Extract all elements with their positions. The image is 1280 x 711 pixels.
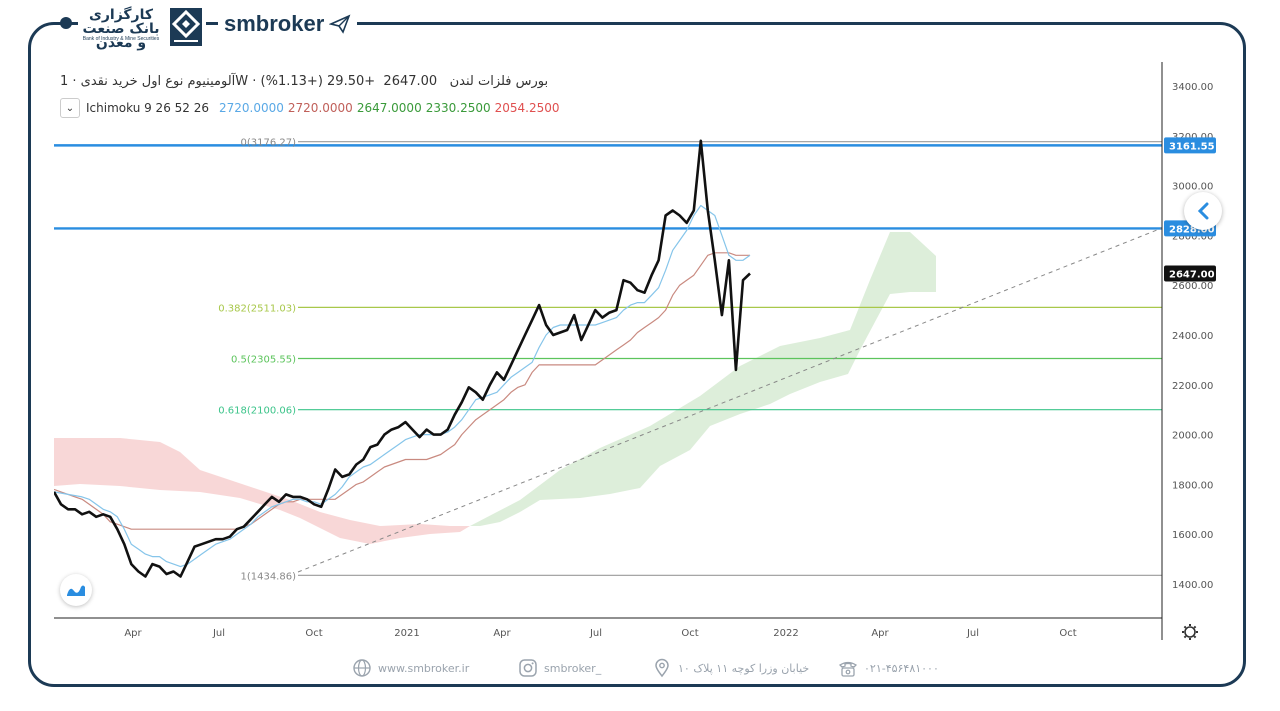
ichimoku-cloud-red <box>54 438 470 544</box>
time-tick-label: Jul <box>589 628 602 639</box>
bank-name: کارگزاری بانک صنعت و معدن <box>82 7 160 51</box>
location-pin-icon <box>655 658 669 678</box>
brand-name: smbroker <box>224 11 325 36</box>
time-tick-label: Apr <box>871 628 889 639</box>
ichimoku-label: Ichimoku 9 26 52 26 <box>86 101 209 115</box>
price-tick-label: 2000.00 <box>1172 431 1213 442</box>
time-tick-label: 2021 <box>394 628 419 639</box>
website-text: www.smbroker.ir <box>378 661 470 675</box>
ichimoku-value-0: 2720.0000 <box>219 101 284 115</box>
scroll-to-realtime-button[interactable] <box>1184 192 1222 230</box>
tradingview-logo-icon[interactable] <box>60 574 92 606</box>
footer-website[interactable]: www.smbroker.ir <box>352 658 469 678</box>
settings-gear-icon[interactable] <box>1182 624 1198 640</box>
footer-address: خیابان وزرا کوچه ۱۱ پلاک ۱۰ <box>652 658 809 678</box>
price-tick-label: 1800.00 <box>1172 480 1213 491</box>
globe-icon <box>353 659 371 677</box>
time-tick-label: Jul <box>212 628 225 639</box>
fib-level-label-4: 1(1434.86) <box>240 571 296 582</box>
ichimoku-value-4: 2054.2500 <box>494 101 560 115</box>
ichimoku-value-1: 2720.0000 <box>287 101 353 115</box>
series-line-kijun[interactable] <box>54 252 750 530</box>
bank-emblem-icon <box>170 8 202 46</box>
price-tick-label: 3400.00 <box>1172 82 1213 93</box>
phone-text: ۰۲۱-۴۵۶۴۸۱۰۰۰ <box>864 661 939 675</box>
time-tick-label: Apr <box>124 628 142 639</box>
price-tick-label: 3200.00 <box>1172 132 1213 143</box>
time-tick-label: Apr <box>493 628 511 639</box>
fib-level-label-0: 0(3176.27) <box>240 138 296 149</box>
time-tick-label: 2022 <box>773 628 798 639</box>
address-text: خیابان وزرا کوچه ۱۱ پلاک ۱۰ <box>678 661 810 675</box>
price-change: +29.50 (+1.13%) <box>260 74 376 89</box>
time-tick-label: Jul <box>966 628 979 639</box>
fib-level-label-1: 0.382(2511.03) <box>218 303 296 314</box>
outer-frame <box>28 22 1246 687</box>
time-tick-label: Oct <box>305 628 322 639</box>
instagram-icon <box>519 659 537 677</box>
symbol-title: آلومینیوم نوع اول خرید نقدی · 1W · بورس … <box>60 74 549 89</box>
footer: www.smbroker.ir smbroker_ خیابان وزرا کو… <box>0 652 1280 686</box>
price-tick-label: 2800.00 <box>1172 231 1213 242</box>
ichimoku-legend: ⌄ Ichimoku 9 26 52 26 2720.0000 2720.0000… <box>60 98 560 118</box>
time-tick-label: Oct <box>1059 628 1076 639</box>
price-tick-label: 2400.00 <box>1172 331 1213 342</box>
bank-logo: کارگزاری بانک صنعت و معدن Bank of Indust… <box>78 6 206 51</box>
series-line-tenkan[interactable] <box>54 204 751 568</box>
price-highlight-2: 2647.00 <box>1164 265 1216 282</box>
svg-text:2647.00: 2647.00 <box>1169 269 1215 280</box>
price-tick-label: 3000.00 <box>1172 182 1213 193</box>
svg-text:3161.55: 3161.55 <box>1169 141 1215 152</box>
price-highlight-0: 3161.55 <box>1164 137 1216 154</box>
price-tick-label: 2200.00 <box>1172 381 1213 392</box>
footer-phone: ۰۲۱-۴۵۶۴۸۱۰۰۰ <box>838 658 939 678</box>
svg-text:2828.00: 2828.00 <box>1169 224 1215 235</box>
ichimoku-values: 2720.0000 2720.0000 2647.0000 2330.2500 2054… <box>215 101 560 115</box>
fib-level-label-3: 0.618(2100.06) <box>218 406 296 417</box>
paper-plane-icon <box>328 14 351 34</box>
fib-level-label-2: 0.5(2305.55) <box>231 355 296 366</box>
series-line-price[interactable] <box>54 139 751 578</box>
instagram-text: smbroker_ <box>544 661 602 675</box>
smbroker-logo: smbroker <box>218 8 358 40</box>
frame-dot-left <box>60 17 72 29</box>
chevron-left-icon <box>1197 202 1209 220</box>
price-tick-label: 2600.00 <box>1172 281 1213 292</box>
ichimoku-value-3: 2330.2500 <box>425 101 491 115</box>
chevron-down-icon[interactable]: ⌄ <box>60 98 80 118</box>
last-price: 2647.00 <box>383 74 438 89</box>
telephone-icon <box>838 661 858 677</box>
ichimoku-cloud-green <box>470 232 936 526</box>
price-tick-label: 1400.00 <box>1172 580 1213 591</box>
bank-subtitle: Bank of Industry & Mine Securities <box>82 36 160 42</box>
footer-instagram[interactable]: smbroker_ <box>518 658 601 678</box>
trendline[interactable] <box>297 227 1163 573</box>
price-tick-label: 1600.00 <box>1172 530 1213 541</box>
chart-legend-title: آلومینیوم نوع اول خرید نقدی · 1W · بورس … <box>60 74 548 89</box>
time-tick-label: Oct <box>681 628 698 639</box>
ichimoku-value-2: 2647.0000 <box>356 101 422 115</box>
